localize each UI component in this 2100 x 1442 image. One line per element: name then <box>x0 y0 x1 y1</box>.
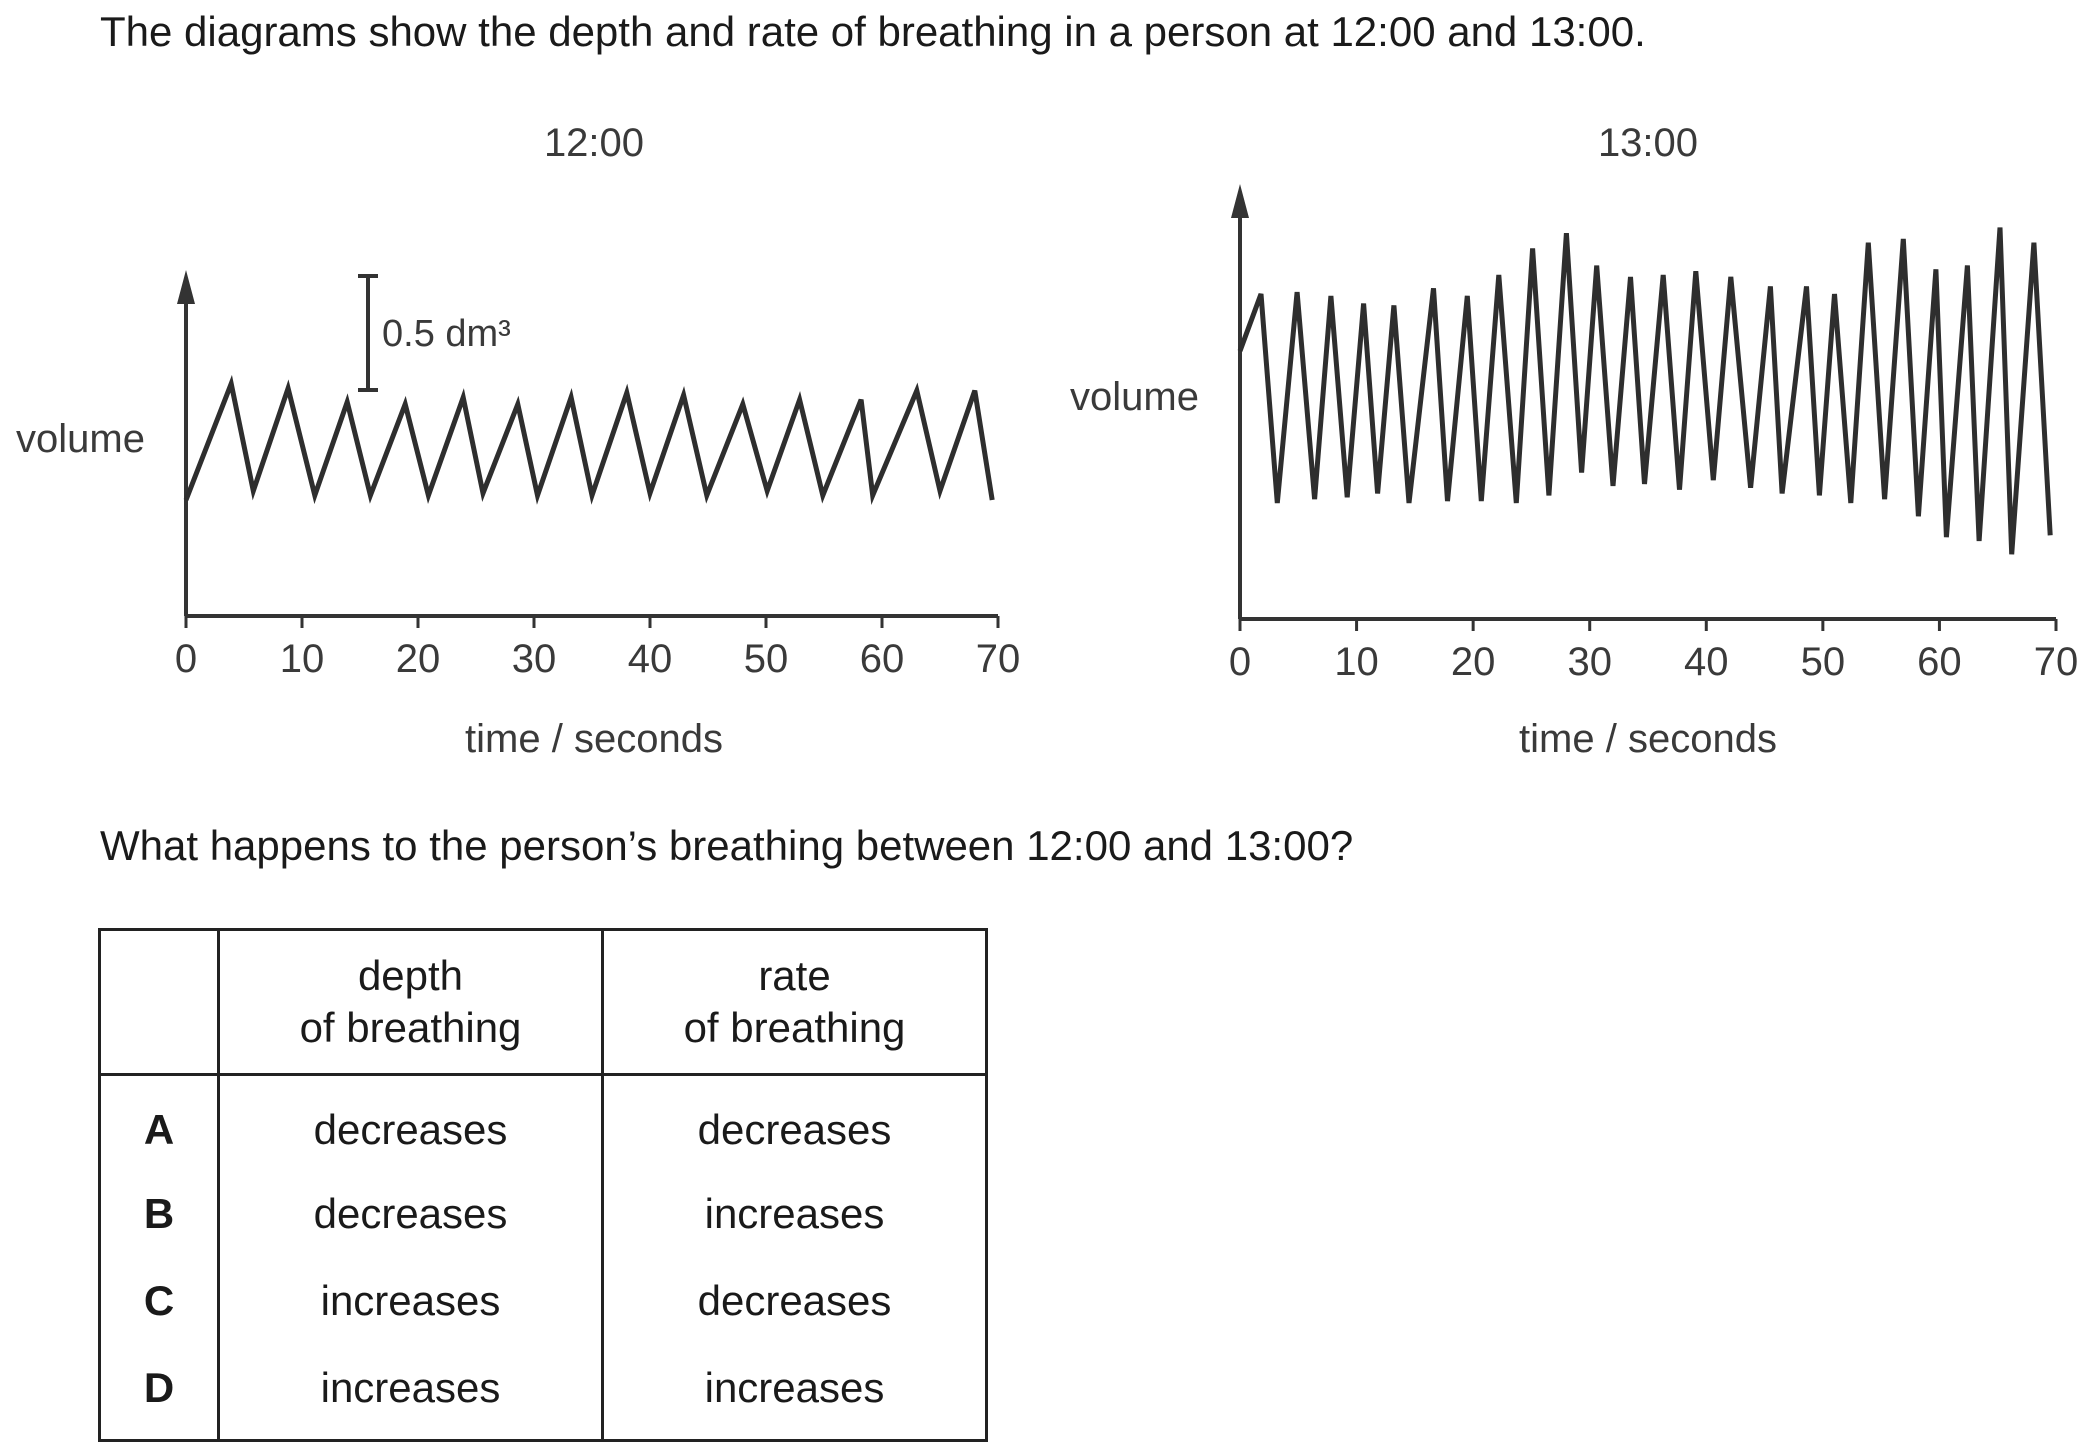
x-tick-label: 40 <box>628 637 673 681</box>
question-text: What happens to the person’s breathing b… <box>100 822 1354 869</box>
x-tick-label: 20 <box>1451 640 1496 684</box>
chart-1300: 13:00 volume time / seconds 0 10 20 30 40 50 6… <box>1070 121 2078 761</box>
header-depth: depth of breathing <box>217 929 603 1076</box>
answer-table: depth of breathing rate of breathing A d… <box>98 928 988 1442</box>
chart-1300-ylabel: volume <box>1070 375 1199 419</box>
option-depth: increases <box>217 1344 603 1441</box>
chart-1200-x-ticks: 0 10 20 30 40 50 60 70 <box>175 616 1020 681</box>
option-depth: decreases <box>217 1074 603 1170</box>
chart-1200-y-axis-arrow <box>177 270 195 304</box>
option-letter: D <box>143 1363 175 1411</box>
chart-1300-xlabel: time / seconds <box>1519 717 1777 761</box>
chart-1300-volume-trace <box>1237 227 2053 555</box>
option-rate: decreases <box>601 1074 987 1170</box>
x-tick-label: 0 <box>175 637 197 681</box>
table-row: B decreases increases <box>100 1170 987 1257</box>
table-row: C increases decreases <box>100 1257 987 1344</box>
x-tick-label: 10 <box>1334 640 1379 684</box>
option-rate: decreases <box>601 1257 987 1344</box>
chart-1200-volume-trace <box>183 374 995 506</box>
x-tick-label: 0 <box>1229 640 1251 684</box>
option-letter: B <box>143 1189 175 1237</box>
option-letter: C <box>143 1276 175 1324</box>
x-tick-label: 50 <box>1801 640 1846 684</box>
header-rate-line1: rate <box>758 952 831 999</box>
table-row: D increases increases <box>100 1344 987 1441</box>
header-rate-line2: of breathing <box>683 1004 906 1051</box>
intro-text: The diagrams show the depth and rate of … <box>100 8 1646 55</box>
table-row: A decreases decreases <box>100 1074 987 1170</box>
answer-table-header: depth of breathing rate of breathing <box>99 929 987 1076</box>
option-depth: decreases <box>217 1170 603 1257</box>
option-rate: increases <box>601 1170 987 1257</box>
option-rate: increases <box>601 1344 987 1441</box>
chart-1200-ylabel: volume <box>16 417 145 461</box>
x-tick-label: 50 <box>744 637 789 681</box>
header-depth-line1: depth <box>357 952 464 999</box>
x-tick-label: 10 <box>280 637 325 681</box>
x-tick-label: 60 <box>860 637 905 681</box>
x-tick-label: 70 <box>2034 640 2079 684</box>
scale-bar-label: 0.5 dm³ <box>382 313 511 355</box>
header-rate: rate of breathing <box>601 929 987 1076</box>
scale-bar: 0.5 dm³ <box>358 274 511 392</box>
header-depth-line2: of breathing <box>299 1004 522 1051</box>
x-tick-label: 60 <box>1917 640 1962 684</box>
option-depth: increases <box>217 1257 603 1344</box>
x-tick-label: 20 <box>396 637 441 681</box>
chart-1300-x-ticks: 0 10 20 30 40 50 60 70 <box>1229 619 2078 684</box>
x-tick-label: 30 <box>512 637 557 681</box>
x-tick-label: 40 <box>1684 640 1729 684</box>
chart-1200: 12:00 volume time / seconds 0 10 20 30 40 50 6… <box>16 121 1020 761</box>
x-tick-label: 70 <box>976 637 1021 681</box>
chart-1200-xlabel: time / seconds <box>465 717 723 761</box>
option-letter: A <box>143 1106 175 1153</box>
chart-1200-title: 12:00 <box>544 121 644 165</box>
chart-1300-title: 13:00 <box>1598 121 1698 165</box>
x-tick-label: 30 <box>1567 640 1612 684</box>
chart-1300-y-axis-arrow <box>1231 184 1249 218</box>
breathing-charts: 12:00 volume time / seconds 0 10 20 30 40 50 6… <box>16 121 2078 761</box>
header-empty-cell <box>99 929 219 1076</box>
